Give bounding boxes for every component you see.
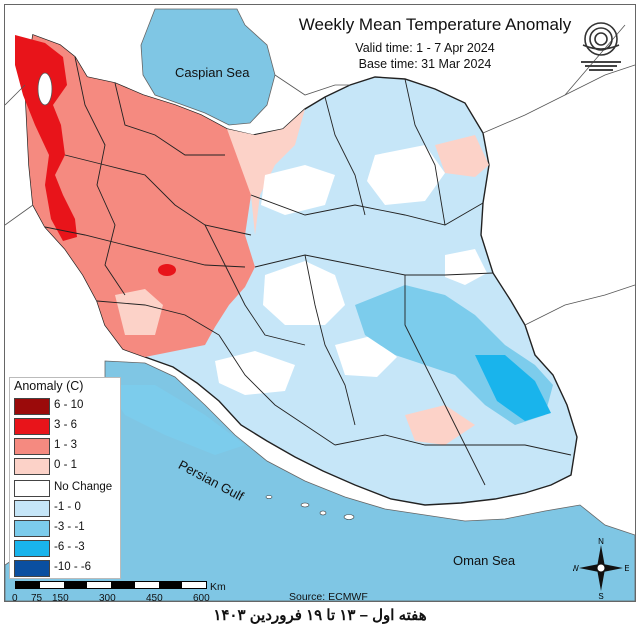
legend-label: -6 - -3 [54, 541, 85, 553]
country-borders [5, 24, 635, 326]
legend-label: 1 - 3 [54, 439, 78, 451]
data-source: Source: ECMWF [289, 591, 368, 602]
no-change-patch [445, 249, 487, 285]
base-time: Base time: 31 Mar 2024 [358, 57, 492, 71]
scale-tick: 75 [31, 593, 43, 602]
legend-label: -10 - -6 [54, 561, 92, 573]
legend-swatch [14, 418, 50, 435]
organization-logo [581, 22, 621, 71]
legend-swatch [14, 560, 50, 577]
scale-bar-segments [15, 581, 207, 589]
compass-s: S [598, 592, 603, 599]
figure-caption: هفته اول – ۱۳ تا ۱۹ فروردین ۱۴۰۳ [213, 607, 427, 624]
scale-tick: 450 [146, 593, 163, 602]
compass-w: W [573, 564, 579, 573]
cold-region-east [475, 355, 551, 421]
anomaly-map [5, 8, 635, 601]
legend-label: 0 - 1 [54, 459, 78, 471]
no-change-patch [263, 261, 345, 325]
scale-tick: 0 [12, 593, 18, 602]
legend-item: 6 - 10 [14, 398, 119, 416]
legend-item: 0 - 1 [14, 458, 119, 476]
legend-swatch [14, 438, 50, 455]
no-change-patch [261, 165, 335, 215]
legend-label: -3 - -1 [54, 521, 85, 533]
legend-item: No Change [14, 480, 119, 498]
scale-bar: Km 0 75 150 300 450 600 [9, 581, 226, 602]
oman-sea-label: Oman Sea [453, 553, 516, 568]
legend-swatch [14, 480, 50, 497]
legend-label: 6 - 10 [54, 399, 84, 411]
cool-region-south [105, 385, 245, 455]
pale-warm-patch [115, 289, 163, 335]
hot-spot-center [158, 264, 176, 276]
no-change-patch [367, 145, 445, 205]
legend-swatch [14, 458, 50, 475]
legend-label: 3 - 6 [54, 419, 78, 431]
scale-tick: 150 [52, 593, 69, 602]
pale-warm-patch [435, 135, 489, 177]
pale-warm-patch [405, 405, 475, 445]
pale-warm-patch [227, 109, 305, 235]
scale-tick: 600 [193, 593, 210, 602]
legend-item: 1 - 3 [14, 438, 119, 456]
lake-urmia [37, 72, 53, 106]
legend-item: -10 - -6 [14, 560, 119, 578]
islands [265, 495, 355, 520]
compass-e: E [624, 564, 629, 573]
legend-label: No Change [54, 481, 113, 493]
legend-item: -1 - 0 [14, 500, 119, 518]
legend-item: 3 - 6 [14, 418, 119, 436]
legend-swatch [14, 500, 50, 517]
no-change-patch [215, 351, 295, 395]
legend-item: -6 - -3 [14, 540, 119, 558]
caspian-sea [140, 8, 276, 126]
legend-swatch [14, 398, 50, 415]
caspian-sea-label: Caspian Sea [175, 65, 250, 80]
hot-region-northwest [15, 35, 77, 241]
scale-unit: Km [210, 581, 226, 593]
legend-label: -1 - 0 [54, 501, 81, 513]
compass-rose-icon: N S W E [573, 537, 629, 599]
legend-swatch [14, 540, 50, 557]
legend-item: -3 - -1 [14, 520, 119, 538]
map-title: Weekly Mean Temperature Anomaly [298, 15, 572, 34]
valid-time: Valid time: 1 - 7 Apr 2024 [355, 41, 495, 55]
map-frame: Weekly Mean Temperature Anomaly Valid ti… [4, 4, 636, 602]
legend: Anomaly (C) 6 - 10 3 - 6 1 - 3 0 - 1 No … [9, 377, 121, 579]
province-borders [44, 56, 572, 486]
scale-tick: 300 [99, 593, 116, 602]
compass-n: N [598, 537, 604, 546]
legend-title: Anomaly (C) [14, 379, 84, 393]
warm-region-west [25, 35, 255, 357]
legend-swatch [14, 520, 50, 537]
